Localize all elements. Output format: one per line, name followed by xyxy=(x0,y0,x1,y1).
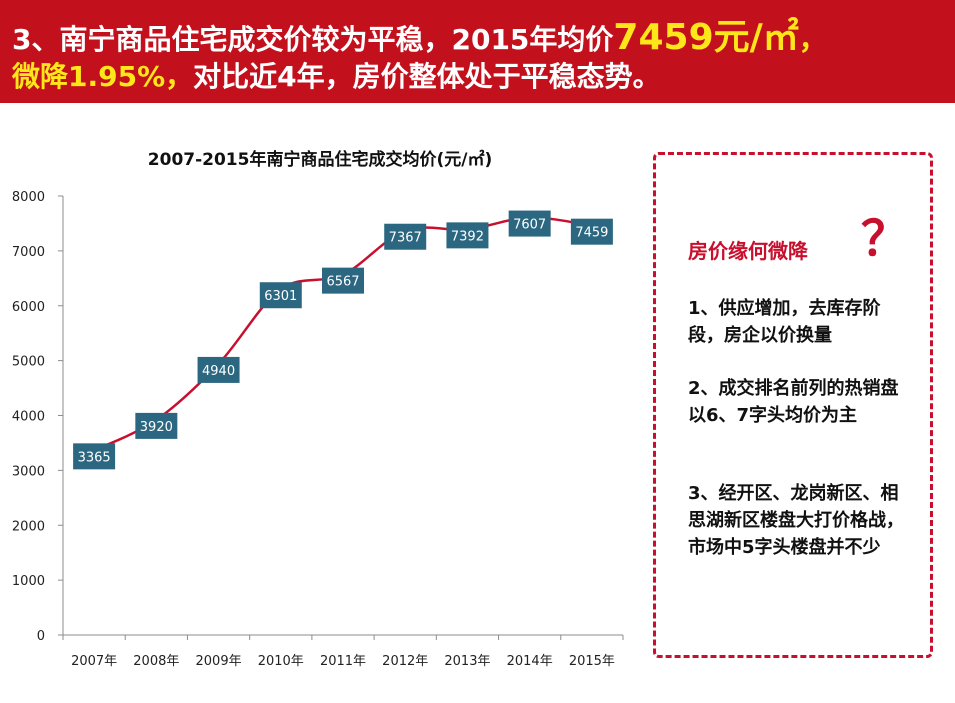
y-tick-label: 3000 xyxy=(12,464,45,479)
headline-decline-highlight: 微降1.95%， xyxy=(12,60,194,93)
data-label-box xyxy=(73,443,116,470)
data-label: 7367 xyxy=(389,231,422,246)
question-mark-icon: ？ xyxy=(861,211,910,267)
reasons-title: 房价缘何微降 xyxy=(688,239,808,263)
x-tick-label: 2012年 xyxy=(382,654,428,669)
data-label-box xyxy=(259,282,302,309)
data-label: 6567 xyxy=(326,275,359,290)
y-tick-label: 4000 xyxy=(12,410,45,425)
chart-title: 2007-2015年南宁商品住宅成交均价(元/㎡) xyxy=(148,149,492,170)
headline-text-2: 对比近4年，房价整体处于平稳态势。 xyxy=(193,60,661,93)
data-label-box xyxy=(508,210,551,237)
data-label: 6301 xyxy=(264,289,297,304)
data-label-box xyxy=(446,222,489,249)
x-tick-label: 2014年 xyxy=(507,654,553,669)
y-tick-label: 5000 xyxy=(12,355,45,370)
data-label-box xyxy=(197,356,240,383)
title-banner: 3、南宁商品住宅成交价较为平稳，2015年均价7459元/㎡， 微降1.95%，… xyxy=(0,0,955,103)
x-tick-label: 2007年 xyxy=(71,654,117,669)
y-tick-label: 8000 xyxy=(12,190,45,205)
reason-item-3: 3、经开区、龙岗新区、相思湖新区楼盘大打价格战，市场中5字头楼盘并不少 xyxy=(688,483,904,558)
headline-price-highlight: 7459元/㎡ xyxy=(613,17,799,58)
x-tick-label: 2015年 xyxy=(569,654,615,669)
x-tick-label: 2010年 xyxy=(258,654,304,669)
data-label-box xyxy=(135,412,178,439)
reason-item-2: 2、成交排名前列的热销盘以6、7字头均价为主 xyxy=(688,378,899,426)
reasons-panel: 房价缘何微降 ？ 1、供应增加，去库存阶段，房企以价换量 2、成交排名前列的热销… xyxy=(653,152,933,658)
data-label: 3365 xyxy=(78,450,111,465)
y-tick-label: 0 xyxy=(37,629,45,644)
data-label: 7459 xyxy=(575,226,608,241)
x-tick-label: 2009年 xyxy=(196,654,242,669)
data-label: 7392 xyxy=(451,229,484,244)
data-label-box xyxy=(384,223,427,250)
data-label: 3920 xyxy=(140,420,173,435)
x-tick-label: 2011年 xyxy=(320,654,366,669)
chart-axes: 0 1000 2000 3000 4000 5000 6000 7000 8000 2007年 20… xyxy=(12,190,624,669)
headline-comma: ， xyxy=(798,23,827,56)
data-label-box xyxy=(570,218,613,245)
headline-text-1: 3、南宁商品住宅成交价较为平稳，2015年均价 xyxy=(12,23,614,56)
y-tick-label: 7000 xyxy=(12,245,45,260)
y-tick-label: 6000 xyxy=(12,300,45,315)
reason-item-1: 1、供应增加，去库存阶段，房企以价换量 xyxy=(688,298,881,346)
data-label: 7607 xyxy=(513,218,546,233)
y-tick-label: 1000 xyxy=(12,574,45,589)
headline-line-1: 3、南宁商品住宅成交价较为平稳，2015年均价7459元/㎡， xyxy=(12,8,827,60)
price-line-chart: 2007-2015年南宁商品住宅成交均价(元/㎡) 0 1000 2000 3000 4… xyxy=(12,149,624,669)
data-label-box xyxy=(322,267,364,294)
y-tick-label: 2000 xyxy=(12,519,45,534)
chart-data-labels: 3365 3920 4940 6301 6567 7367 7392 7607 7459 xyxy=(73,210,613,470)
data-label: 4940 xyxy=(202,364,235,379)
x-tick-label: 2013年 xyxy=(444,654,490,669)
x-tick-label: 2008年 xyxy=(133,654,179,669)
headline-line-2: 微降1.95%，对比近4年，房价整体处于平稳态势。 xyxy=(12,55,661,95)
